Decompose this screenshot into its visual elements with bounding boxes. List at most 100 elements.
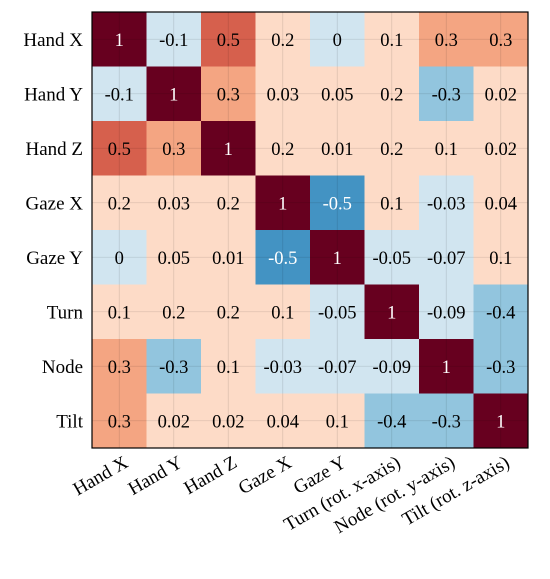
heatmap-cell xyxy=(419,12,474,67)
cell-value-label: -0.05 xyxy=(318,303,357,323)
cell-value-label: 0 xyxy=(333,31,342,51)
heatmap-cell xyxy=(310,339,365,394)
cell-value-label: 0.2 xyxy=(271,140,294,160)
cell-value-label: 0.05 xyxy=(158,249,190,269)
row-tick-label: Hand Y xyxy=(24,84,83,105)
cell-value-label: 0.3 xyxy=(108,412,131,432)
heatmap-cell xyxy=(364,339,420,394)
heatmap-cell xyxy=(419,393,474,449)
cell-value-label: 0.03 xyxy=(267,85,299,105)
cell-value-label: 0.2 xyxy=(217,303,240,323)
cell-value-label: 0.2 xyxy=(380,85,403,105)
cell-value-label: -0.3 xyxy=(486,358,515,378)
heatmap-cell xyxy=(201,339,256,394)
cell-value-label: -0.05 xyxy=(372,249,411,269)
cell-value-label: 0.2 xyxy=(162,303,185,323)
cell-value-label: -0.1 xyxy=(105,85,134,105)
heatmap-cell xyxy=(255,175,311,231)
row-tick-label: Hand Z xyxy=(25,139,83,160)
cell-value-label: 1 xyxy=(387,303,396,323)
heatmap-cell xyxy=(92,230,147,285)
heatmap-cell xyxy=(255,121,311,176)
cell-value-label: -0.4 xyxy=(377,412,406,432)
cell-value-label: 0.1 xyxy=(489,249,512,269)
heatmap-cell xyxy=(364,12,420,67)
column-tick-label: Hand Y xyxy=(125,452,187,500)
heatmap-cell xyxy=(310,393,365,449)
cell-value-label: 1 xyxy=(442,358,451,378)
cell-value-label: -0.09 xyxy=(427,303,466,323)
heatmap-cell xyxy=(419,66,474,122)
cell-value-label: 0.2 xyxy=(217,194,240,214)
heatmap-cell xyxy=(473,121,529,176)
cell-value-label: 0.05 xyxy=(321,85,353,105)
cell-value-label: 0.1 xyxy=(380,194,403,214)
heatmap-cell xyxy=(92,175,147,231)
cell-value-label: 0.1 xyxy=(326,412,349,432)
heatmap-cell xyxy=(92,284,147,340)
heatmap-cell xyxy=(473,66,529,122)
heatmap-cell xyxy=(146,121,202,176)
heatmap-cell xyxy=(146,12,202,67)
row-tick-label: Gaze Y xyxy=(26,248,83,269)
cell-value-label: 0.3 xyxy=(162,140,185,160)
heatmap-cell xyxy=(419,121,474,176)
heatmap-cell xyxy=(364,284,420,340)
cell-value-label: -0.4 xyxy=(486,303,515,323)
cell-value-label: 1 xyxy=(169,85,178,105)
heatmap-cell xyxy=(255,393,311,449)
cell-value-label: 0.1 xyxy=(435,140,458,160)
cell-value-label: 1 xyxy=(115,31,124,51)
cell-value-label: 0.1 xyxy=(108,303,131,323)
heatmap-gridlines xyxy=(92,12,528,448)
heatmap-cell xyxy=(419,230,474,285)
cell-value-label: 0 xyxy=(115,249,124,269)
cell-value-label: 0.01 xyxy=(212,249,244,269)
heatmap-cell xyxy=(146,284,202,340)
heatmap-cell xyxy=(146,175,202,231)
heatmap-cell xyxy=(473,230,529,285)
cell-value-label: -0.5 xyxy=(268,249,297,269)
cell-value-label: 0.02 xyxy=(158,412,190,432)
cell-value-label: 0.2 xyxy=(108,194,131,214)
heatmap-cell xyxy=(92,66,147,122)
heatmap-cell xyxy=(92,12,147,67)
cell-value-label: 0.1 xyxy=(380,31,403,51)
heatmap-frame xyxy=(91,11,529,449)
cell-value-label: 0.5 xyxy=(217,31,240,51)
cell-value-label: 0.1 xyxy=(217,358,240,378)
heatmap-cells xyxy=(92,12,529,449)
heatmap-cell xyxy=(473,284,529,340)
heatmap-cell xyxy=(473,12,529,67)
cell-value-label: 1 xyxy=(224,140,233,160)
heatmap-cell xyxy=(310,284,365,340)
heatmap-cell xyxy=(473,339,529,394)
cell-value-label: -0.03 xyxy=(427,194,466,214)
heatmap-cell xyxy=(201,12,256,67)
heatmap-cell xyxy=(255,230,311,285)
column-tick-label: Gaze X xyxy=(235,452,296,499)
cell-value-label: 0.1 xyxy=(271,303,294,323)
cell-value-label: -0.5 xyxy=(323,194,352,214)
cell-value-label: 1 xyxy=(278,194,287,214)
row-tick-label: Hand X xyxy=(23,30,83,51)
heatmap-cell xyxy=(364,175,420,231)
column-tick-label: Hand Z xyxy=(180,452,240,499)
heatmap-cell xyxy=(364,121,420,176)
cell-value-label: 0.2 xyxy=(380,140,403,160)
cell-value-label: 1 xyxy=(496,412,505,432)
heatmap-cell xyxy=(419,339,474,394)
heatmap-cell xyxy=(92,121,147,176)
heatmap-cell xyxy=(146,66,202,122)
heatmap-cell xyxy=(473,175,529,231)
cell-value-label: -0.3 xyxy=(432,412,461,432)
cell-value-label: -0.09 xyxy=(372,358,411,378)
heatmap-cell xyxy=(310,230,365,285)
cell-value-label: 0.02 xyxy=(485,85,517,105)
heatmap-cell xyxy=(419,175,474,231)
row-tick-label: Gaze X xyxy=(26,193,84,214)
heatmap-cell xyxy=(310,12,365,67)
heatmap-cell xyxy=(201,284,256,340)
